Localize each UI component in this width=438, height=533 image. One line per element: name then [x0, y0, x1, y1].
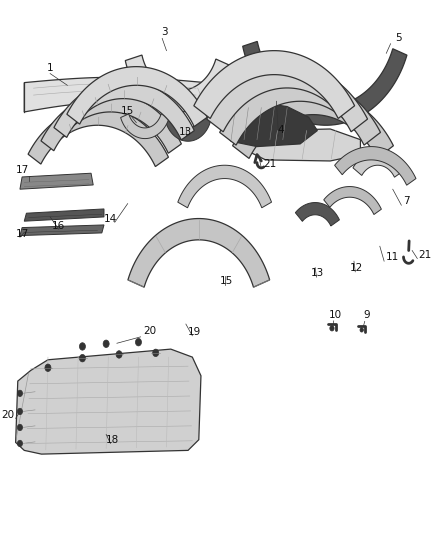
Text: 20: 20 — [143, 326, 156, 336]
Polygon shape — [223, 101, 317, 147]
Polygon shape — [67, 67, 207, 126]
Polygon shape — [28, 107, 169, 166]
Circle shape — [116, 351, 122, 358]
Circle shape — [103, 340, 109, 348]
Text: 7: 7 — [403, 196, 409, 206]
Polygon shape — [207, 64, 367, 132]
Text: 12: 12 — [350, 263, 363, 273]
Text: 20: 20 — [2, 410, 15, 420]
Text: 15: 15 — [220, 276, 233, 286]
Text: 13: 13 — [179, 127, 192, 137]
Polygon shape — [24, 77, 205, 112]
Polygon shape — [120, 114, 169, 139]
Text: 13: 13 — [311, 268, 324, 278]
Text: 11: 11 — [385, 252, 399, 262]
Circle shape — [360, 328, 364, 332]
Circle shape — [153, 349, 159, 357]
Polygon shape — [178, 165, 272, 208]
Circle shape — [79, 343, 85, 350]
Text: 21: 21 — [263, 159, 277, 169]
Circle shape — [330, 326, 334, 331]
Text: 21: 21 — [419, 249, 432, 260]
Text: 14: 14 — [104, 214, 117, 224]
Polygon shape — [220, 77, 381, 145]
Polygon shape — [24, 209, 104, 221]
Polygon shape — [165, 116, 211, 141]
Circle shape — [18, 440, 22, 447]
Circle shape — [79, 354, 85, 362]
Text: 17: 17 — [16, 229, 29, 239]
Text: 16: 16 — [52, 221, 65, 231]
Text: 4: 4 — [277, 125, 284, 135]
Text: 19: 19 — [188, 327, 201, 337]
Polygon shape — [41, 93, 181, 154]
Polygon shape — [194, 51, 355, 118]
Polygon shape — [16, 349, 201, 454]
Polygon shape — [233, 91, 393, 158]
Text: 10: 10 — [329, 310, 342, 320]
Text: 1: 1 — [47, 63, 53, 73]
Circle shape — [135, 338, 141, 346]
Circle shape — [18, 390, 22, 397]
Polygon shape — [324, 187, 381, 215]
Polygon shape — [54, 80, 194, 140]
Text: 3: 3 — [161, 27, 168, 37]
Polygon shape — [125, 55, 232, 112]
Polygon shape — [295, 203, 339, 226]
Polygon shape — [243, 42, 407, 125]
Polygon shape — [335, 147, 416, 185]
Polygon shape — [128, 219, 270, 287]
Text: 18: 18 — [106, 435, 119, 445]
Circle shape — [45, 364, 51, 372]
Polygon shape — [353, 152, 404, 177]
Text: 17: 17 — [16, 165, 29, 175]
Text: 5: 5 — [395, 33, 402, 43]
Circle shape — [18, 424, 22, 431]
Polygon shape — [20, 173, 93, 189]
Text: 15: 15 — [121, 106, 134, 116]
Polygon shape — [244, 129, 360, 161]
Text: 9: 9 — [363, 310, 370, 320]
Circle shape — [18, 408, 22, 415]
Polygon shape — [20, 225, 104, 236]
